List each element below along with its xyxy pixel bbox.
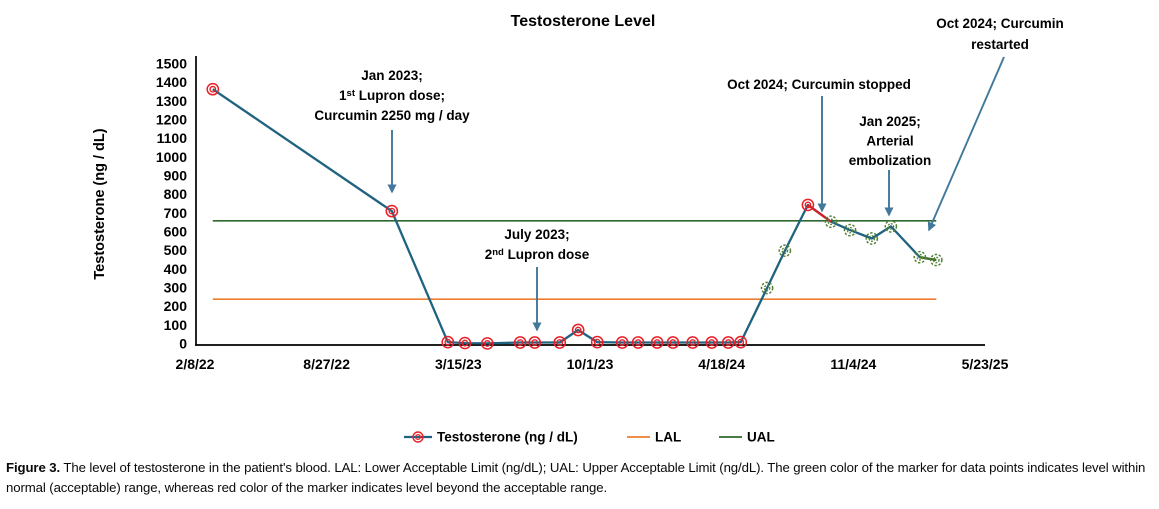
annotation-curcumin-restarted: Oct 2024; Curcumin restarted xyxy=(927,16,1064,232)
svg-text:July 2023;: July 2023; xyxy=(504,227,569,242)
svg-text:0: 0 xyxy=(179,336,187,352)
axes xyxy=(195,56,985,346)
annotation-first-lupron-dose: Jan 2023; 1st Lupron dose; Curcumin 2250 m… xyxy=(314,68,470,194)
svg-text:11/4/24: 11/4/24 xyxy=(830,356,876,372)
data-points xyxy=(206,82,943,350)
svg-text:Curcumin 2250 mg / day: Curcumin 2250 mg / day xyxy=(314,108,470,123)
legend: Testosterone (ng / dL) LAL UAL xyxy=(404,430,775,445)
figure-caption: Figure 3. The level of testosterone in t… xyxy=(6,458,1156,498)
y-axis-tick-labels: 0 100 200 300 400 500 600 700 800 900 1000 1100 1200… xyxy=(156,56,187,352)
svg-text:1300: 1300 xyxy=(156,93,187,109)
svg-text:Jan 2023;: Jan 2023; xyxy=(361,68,423,83)
svg-text:UAL: UAL xyxy=(747,430,775,445)
svg-text:1100: 1100 xyxy=(157,130,188,146)
svg-text:2nd Lupron dose: 2nd Lupron dose xyxy=(485,247,590,262)
annotation-curcumin-stopped: Oct 2024; Curcumin stopped xyxy=(727,77,911,213)
figure-caption-label: Figure 3. xyxy=(6,460,61,475)
svg-text:embolization: embolization xyxy=(849,153,932,168)
svg-text:Oct 2024; Curcumin stopped: Oct 2024; Curcumin stopped xyxy=(727,77,911,92)
legend-item-UAL: UAL xyxy=(719,430,775,445)
annotations: Jan 2023; 1st Lupron dose; Curcumin 2250 m… xyxy=(314,16,1064,332)
svg-text:10/1/23: 10/1/23 xyxy=(567,356,614,372)
svg-text:900: 900 xyxy=(164,168,188,184)
svg-text:Testosterone (ng / dL): Testosterone (ng / dL) xyxy=(437,430,578,445)
y-axis-title: Testosterone (ng / dL) xyxy=(92,128,108,279)
svg-text:800: 800 xyxy=(164,186,188,202)
svg-text:Jan 2025;: Jan 2025; xyxy=(859,114,921,129)
svg-text:1000: 1000 xyxy=(156,149,187,165)
legend-item-Testosterone (ng / dL): Testosterone (ng / dL) xyxy=(404,430,578,445)
legend-item-LAL: LAL xyxy=(627,430,681,445)
x-axis-tick-labels: 2/8/22 8/27/22 3/15/23 10/1/23 4/18/24 11/4/2… xyxy=(176,356,1009,372)
svg-text:700: 700 xyxy=(164,205,188,221)
annotation-second-lupron-dose: July 2023; 2nd Lupron dose xyxy=(485,227,590,332)
svg-text:300: 300 xyxy=(164,280,188,296)
reference-lines xyxy=(212,220,937,301)
svg-text:restarted: restarted xyxy=(971,37,1029,52)
svg-text:Arterial: Arterial xyxy=(866,134,913,149)
annotation-arterial-embolization: Jan 2025; Arterial embolization xyxy=(849,114,932,217)
testosterone-level-chart: Testosterone Level Testosterone (ng / dL… xyxy=(92,13,1064,445)
svg-text:1400: 1400 xyxy=(156,74,187,90)
svg-text:3/15/23: 3/15/23 xyxy=(435,356,482,372)
svg-text:100: 100 xyxy=(164,317,188,333)
svg-text:600: 600 xyxy=(164,224,188,240)
svg-text:1st Lupron dose;: 1st Lupron dose; xyxy=(339,88,445,103)
svg-text:500: 500 xyxy=(164,242,188,258)
chart-title: Testosterone Level xyxy=(511,13,656,30)
svg-text:1200: 1200 xyxy=(156,112,187,128)
figure-caption-text: The level of testosterone in the patient… xyxy=(6,460,1146,495)
svg-text:4/18/24: 4/18/24 xyxy=(698,356,745,372)
svg-text:LAL: LAL xyxy=(655,430,681,445)
svg-text:400: 400 xyxy=(164,261,188,277)
svg-text:Oct 2024; Curcumin: Oct 2024; Curcumin xyxy=(936,16,1064,31)
svg-text:8/27/22: 8/27/22 xyxy=(303,356,350,372)
svg-text:200: 200 xyxy=(164,298,188,314)
svg-text:1500: 1500 xyxy=(156,56,187,72)
svg-text:2/8/22: 2/8/22 xyxy=(176,356,215,372)
svg-text:5/23/25: 5/23/25 xyxy=(962,356,1009,372)
